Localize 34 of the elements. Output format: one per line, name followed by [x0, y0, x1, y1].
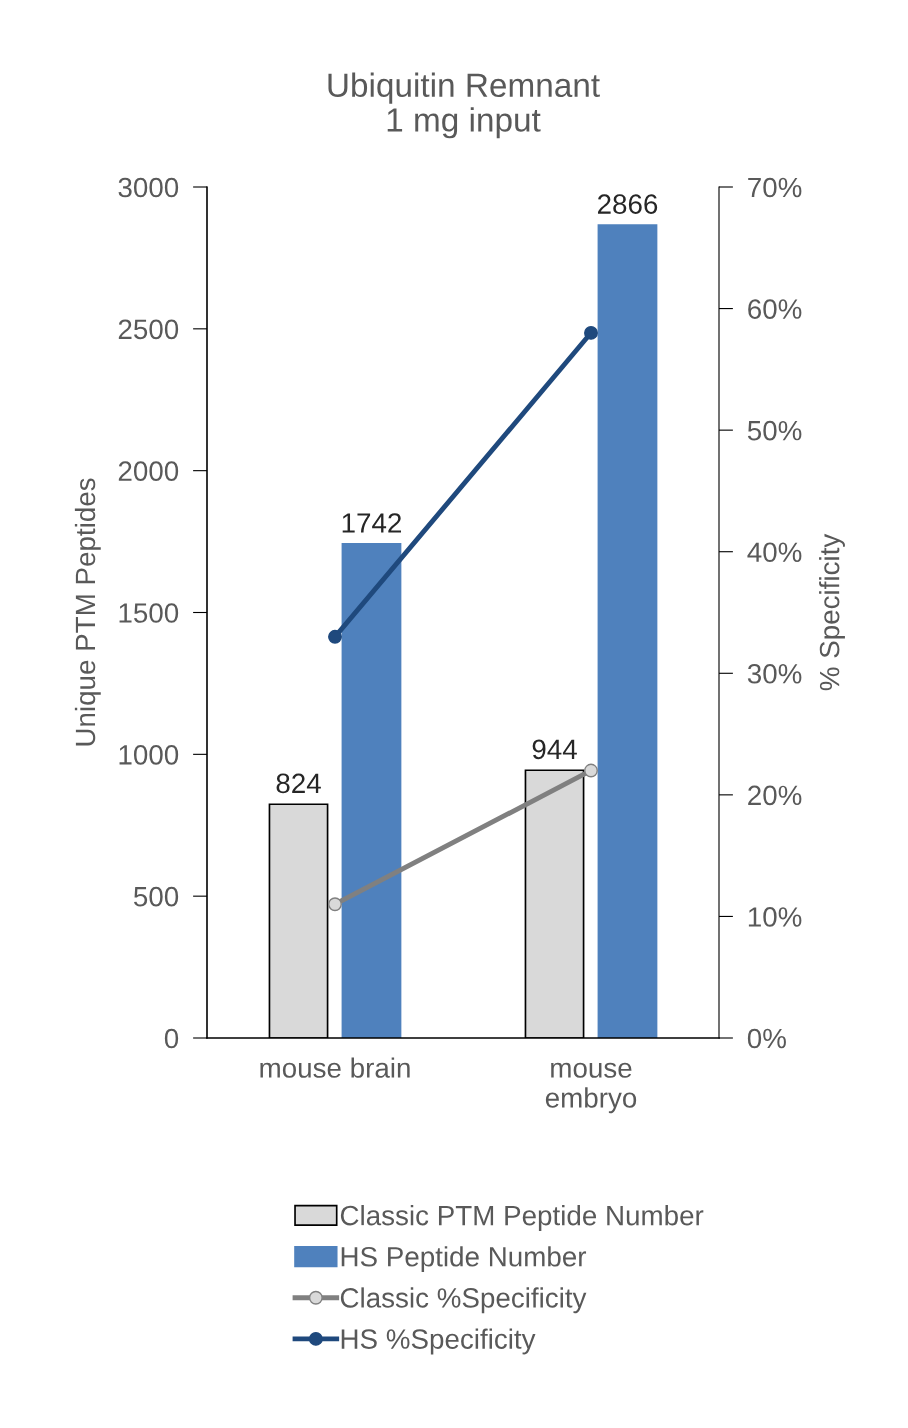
bar — [341, 543, 402, 1038]
y2-tick-label: 70% — [748, 177, 802, 198]
data-label: 944 — [532, 739, 577, 760]
legend-label: Classic %Specificity — [340, 1287, 587, 1314]
y-tick-label: 0 — [164, 1028, 179, 1049]
y-tick-label: 1500 — [119, 603, 179, 623]
y2-tick-label: 60% — [748, 299, 802, 319]
y-tick-label: 2000 — [118, 461, 179, 482]
legend-label: HS %Specificity — [341, 1328, 536, 1355]
y-axis-title: Unique PTM Peptides — [74, 478, 101, 746]
y-tick-label: 3000 — [118, 177, 179, 198]
y2-tick-label: 0% — [747, 1028, 786, 1049]
point — [328, 629, 342, 644]
legend-label: Classic PTM Peptide Number — [340, 1205, 704, 1231]
data-label: 2866 — [597, 194, 658, 214]
y-tick-label: 500 — [133, 886, 179, 907]
chart-title: Ubiquitin Remnant 1 mg input — [328, 72, 600, 139]
legend-label: HS Peptide Number — [341, 1246, 587, 1273]
point — [584, 325, 598, 340]
x-tick-label: mouse embryo — [545, 1062, 637, 1114]
bar — [597, 224, 658, 1038]
y2-tick-label: 30% — [747, 663, 802, 684]
y2-tick-label: 10% — [748, 907, 802, 927]
point — [328, 897, 342, 912]
y-tick-label: 1000 — [119, 745, 179, 765]
data-label: 824 — [276, 773, 321, 794]
point — [584, 763, 598, 778]
data-label: 1742 — [342, 513, 401, 533]
y2-tick-label: 20% — [748, 785, 802, 806]
y2-tick-label: 50% — [747, 420, 802, 441]
y2-axis-title: % Specificity — [819, 533, 845, 691]
y2-tick-label: 40% — [747, 542, 802, 563]
x-tick-label: mouse brain — [260, 1057, 410, 1078]
y-tick-label: 2500 — [118, 319, 179, 340]
